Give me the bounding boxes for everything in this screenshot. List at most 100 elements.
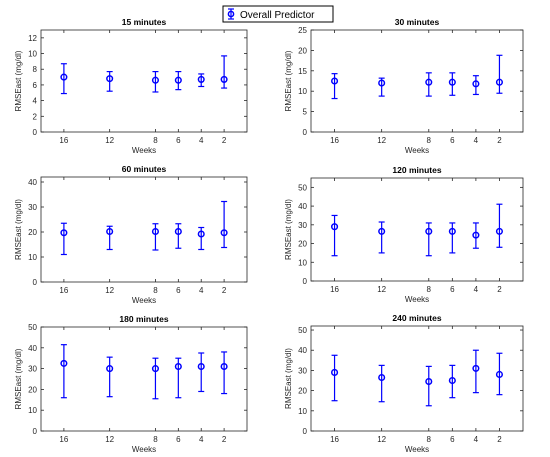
chart-title: 180 minutes [119, 314, 168, 324]
legend-box [222, 5, 334, 23]
chart-title: 60 minutes [122, 164, 167, 174]
x-axis-label: Weeks [132, 445, 156, 454]
data-point [425, 78, 433, 86]
y-tick-label: 40 [298, 346, 307, 355]
x-tick-label: 4 [199, 286, 204, 295]
y-axis-label: RMSEast (mg/dl) [284, 50, 293, 111]
y-axis-label: RMSEast (mg/dl) [284, 348, 293, 409]
chart-panel: 240 minutes 0 10 20 30 40 50 16 12 8 6 4 2 Weeks RMSEa… [284, 313, 524, 454]
y-tick-label: 50 [298, 326, 307, 335]
y-tick-label: 40 [298, 202, 307, 211]
y-tick-label: 6 [33, 81, 38, 90]
x-tick-label: 12 [105, 435, 114, 444]
data-point [151, 227, 159, 236]
data-point [151, 365, 159, 373]
chart-panel: 30 minutes 0 5 10 15 20 25 16 12 8 6 4 2 Weeks RMSEast… [284, 17, 524, 155]
y-tick-label: 10 [28, 253, 37, 262]
x-tick-label: 16 [59, 136, 68, 145]
y-tick-label: 5 [303, 108, 308, 117]
y-tick-label: 10 [28, 50, 37, 59]
y-tick-label: 0 [303, 128, 308, 137]
y-tick-label: 0 [33, 128, 38, 137]
x-axis-label: Weeks [405, 146, 429, 155]
x-tick-label: 6 [450, 285, 455, 294]
x-tick-label: 6 [176, 286, 181, 295]
data-point [378, 373, 386, 382]
data-point [106, 227, 114, 236]
data-point [425, 227, 433, 235]
x-tick-label: 2 [222, 136, 227, 145]
x-tick-label: 6 [450, 435, 455, 444]
x-tick-label: 16 [330, 136, 339, 145]
x-axis-label: Weeks [405, 295, 429, 304]
y-tick-label: 0 [33, 278, 38, 287]
y-tick-label: 50 [298, 183, 307, 192]
y-tick-label: 12 [28, 34, 37, 43]
x-tick-label: 16 [330, 285, 339, 294]
x-tick-label: 12 [377, 136, 386, 145]
x-tick-label: 2 [222, 286, 227, 295]
x-axis-label: Weeks [132, 146, 156, 155]
data-point [495, 227, 503, 235]
y-tick-label: 20 [298, 46, 307, 55]
y-tick-label: 8 [33, 65, 38, 74]
x-tick-label: 6 [176, 136, 181, 145]
y-tick-label: 2 [33, 112, 38, 121]
x-tick-label: 4 [474, 136, 479, 145]
data-point [197, 75, 205, 83]
data-point [331, 223, 339, 231]
chart-panel: 120 minutes 0 10 20 30 40 50 16 12 8 6 4 2 Weeks RMSEa… [284, 165, 524, 304]
y-tick-label: 10 [298, 407, 307, 416]
data-point [378, 227, 386, 235]
x-tick-label: 8 [153, 136, 158, 145]
x-tick-label: 16 [330, 435, 339, 444]
chart-panel: 180 minutes 0 10 20 30 40 50 16 12 8 6 4 2 Weeks RMSEa… [14, 314, 248, 454]
y-tick-label: 20 [298, 240, 307, 249]
data-point [378, 79, 386, 87]
y-tick-label: 25 [298, 26, 307, 35]
x-tick-label: 2 [222, 435, 227, 444]
y-tick-label: 40 [28, 344, 37, 353]
data-point [197, 362, 205, 371]
data-point [220, 75, 228, 83]
y-tick-label: 30 [298, 366, 307, 375]
y-tick-label: 10 [298, 87, 307, 96]
data-point [106, 365, 114, 373]
y-axis-label: RMSEast (mg/dl) [14, 199, 23, 260]
x-tick-label: 16 [59, 435, 68, 444]
x-tick-label: 4 [199, 136, 204, 145]
y-tick-label: 0 [303, 427, 308, 436]
x-tick-label: 8 [427, 285, 432, 294]
x-tick-label: 4 [199, 435, 204, 444]
x-tick-label: 12 [377, 435, 386, 444]
y-tick-label: 0 [33, 427, 38, 436]
y-tick-label: 20 [28, 228, 37, 237]
data-point [174, 76, 182, 84]
x-tick-label: 12 [105, 136, 114, 145]
data-point [425, 377, 433, 386]
y-tick-label: 50 [28, 323, 37, 332]
x-tick-label: 8 [153, 435, 158, 444]
data-point [174, 227, 182, 236]
x-tick-label: 2 [497, 136, 502, 145]
data-point [448, 78, 456, 86]
x-tick-label: 6 [176, 435, 181, 444]
data-point [331, 77, 339, 85]
y-tick-label: 30 [298, 221, 307, 230]
data-point [197, 230, 205, 238]
data-point [448, 227, 456, 235]
data-point [472, 364, 480, 372]
axes-frame [310, 29, 524, 133]
data-point [151, 76, 159, 84]
x-tick-label: 12 [377, 285, 386, 294]
data-point [220, 362, 228, 371]
data-point [448, 376, 456, 385]
x-tick-label: 2 [497, 285, 502, 294]
y-axis-label: RMSEast (mg/dl) [14, 50, 23, 111]
x-tick-label: 16 [59, 286, 68, 295]
axes-frame [40, 326, 248, 432]
plots-container: 15 minutes 0 2 4 6 8 10 12 16 12 8 6 4 2 Weeks RMSEast … [14, 17, 524, 454]
x-tick-label: 4 [474, 285, 479, 294]
y-tick-label: 30 [28, 203, 37, 212]
